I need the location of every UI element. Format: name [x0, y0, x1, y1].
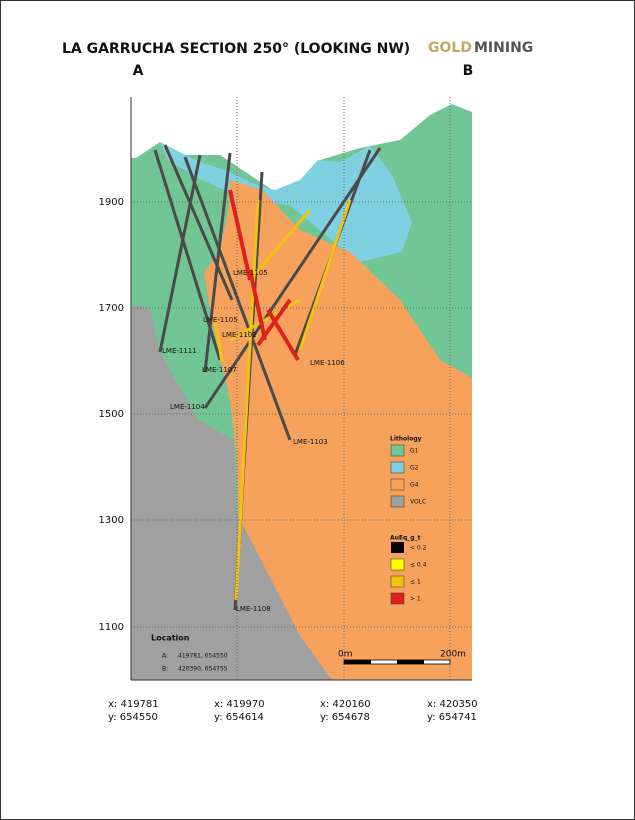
legend-item: < 0.2: [410, 545, 427, 552]
y-tick-label: 1300: [99, 515, 124, 526]
grid: [131, 97, 472, 680]
high-grade-segments: [228, 189, 300, 362]
hole-label: LME-1111: [162, 347, 197, 355]
hole-label: LME-1106: [310, 359, 345, 367]
swatch: [390, 575, 405, 588]
legend-item: G2: [410, 465, 419, 472]
logo-mining: MINING: [474, 40, 533, 56]
legend: Lithology G1 G2 G4 VOLC AuEq_g_t < 0.2 ≤…: [390, 436, 427, 605]
location: Location A: 419781, 654550 B: 420390, 65…: [151, 634, 228, 673]
swatch: [390, 558, 405, 571]
location-key: B:: [162, 666, 168, 673]
hole-label: LME-1103: [293, 438, 328, 446]
swatch: [391, 542, 404, 553]
grade-segments: [213, 199, 352, 601]
scale-label: 0m: [338, 650, 353, 660]
x-label: x: 420350: [427, 699, 478, 710]
legend-item: G1: [410, 448, 419, 455]
swatch: [390, 461, 405, 474]
x-label: x: 420160: [320, 699, 371, 710]
x-axis: x: 419781 y: 654550 x: 419970 y: 654614 …: [108, 699, 478, 723]
swatch: [390, 444, 405, 457]
hole-label: LME-1107: [202, 366, 237, 374]
location-title: Location: [151, 634, 190, 643]
legend-item: ≤ 1: [410, 579, 421, 586]
y-tick-label: 1500: [99, 409, 124, 420]
legend-title: Lithology: [390, 436, 422, 443]
location-value: 419781, 654550: [178, 653, 228, 660]
logo-gold: GOLD: [428, 40, 472, 56]
swatch: [390, 592, 405, 605]
y-tick-label: 1900: [99, 197, 124, 208]
legend-item: G4: [410, 482, 419, 489]
y-axis: 1900 1700 1500 1300 1100: [99, 197, 124, 633]
y-tick-label: 1700: [99, 303, 124, 314]
swatch: [390, 478, 405, 491]
section-end: B: [463, 63, 474, 79]
hole-labels: LME-1105 LME-1105 LME-1111 LME-1102 LME-…: [162, 269, 345, 613]
y-label: y: 654678: [320, 712, 370, 723]
hole-label: LME-1104: [170, 403, 205, 411]
title: LA GARRUCHA SECTION 250° (LOOKING NW): [62, 41, 410, 57]
swatch: [390, 495, 405, 508]
g4: [204, 180, 472, 680]
y-label: y: 654741: [427, 712, 477, 723]
hole-label: LME-1108: [236, 605, 271, 613]
legend-title: AuEq_g_t: [390, 535, 421, 542]
y-tick-label: 1100: [99, 622, 124, 633]
legend-item: ≤ 0.4: [410, 562, 427, 569]
g2: [160, 142, 412, 262]
section-end: A: [133, 63, 144, 79]
location-value: 420390, 654755: [178, 666, 228, 673]
y-label: y: 654550: [108, 712, 158, 723]
legend-item: > 1: [410, 596, 421, 603]
y-label: y: 654614: [214, 712, 264, 723]
x-label: x: 419970: [214, 699, 265, 710]
legend-item: VOLC: [410, 499, 426, 506]
section: [131, 104, 472, 680]
volc: [131, 305, 332, 680]
scale-label: 200m: [440, 650, 466, 660]
hole-label: LME-1105: [203, 316, 238, 324]
x-label: x: 419781: [108, 699, 159, 710]
hole-label: LME-1105: [233, 269, 268, 277]
hole-label: LME-1102: [222, 331, 257, 339]
scale-bar: 0m 200m: [338, 650, 466, 665]
location-key: A:: [162, 653, 168, 660]
